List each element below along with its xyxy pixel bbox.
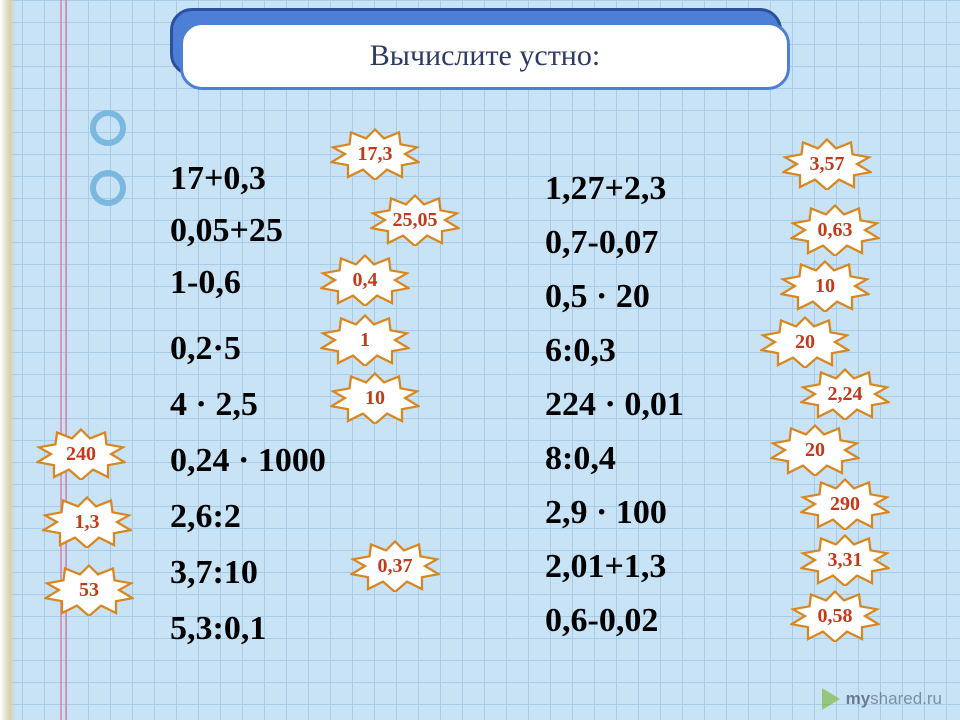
ring-decoration <box>90 110 126 146</box>
answer-starburst: 0,58 <box>790 590 880 642</box>
answer-value: 10 <box>365 387 385 410</box>
answer-starburst: 10 <box>330 372 420 424</box>
problem-expression: 0,7-0,07 <box>545 224 658 262</box>
problem-expression: 17+0,3 <box>170 160 266 198</box>
answer-value: 3,57 <box>810 153 845 176</box>
problem-expression: 1,27+2,3 <box>545 170 666 208</box>
answer-starburst: 0,4 <box>320 254 410 306</box>
answer-value: 2,24 <box>828 383 863 406</box>
answer-value: 0,58 <box>818 605 853 628</box>
problem-expression: 2,01+1,3 <box>545 548 666 586</box>
problem-expression: 6:0,3 <box>545 332 616 370</box>
answer-value: 10 <box>815 275 835 298</box>
problem-expression: 0,2·5 <box>170 330 241 368</box>
play-icon <box>822 688 840 710</box>
answer-starburst: 290 <box>800 478 890 530</box>
answer-starburst: 3,31 <box>800 534 890 586</box>
answer-starburst: 53 <box>44 564 134 616</box>
answer-value: 53 <box>79 579 99 602</box>
answer-starburst: 240 <box>36 428 126 480</box>
problem-expression: 0,5 · 20 <box>545 278 650 316</box>
problem-expression: 2,6:2 <box>170 498 241 536</box>
problem-expression: 0,24 · 1000 <box>170 442 326 480</box>
answer-value: 0,37 <box>378 555 413 578</box>
answer-value: 1 <box>360 329 370 352</box>
answer-starburst: 3,57 <box>782 138 872 190</box>
answer-value: 3,31 <box>828 549 863 572</box>
answer-starburst: 2,24 <box>800 368 890 420</box>
answer-value: 17,3 <box>358 143 393 166</box>
answer-starburst: 20 <box>770 424 860 476</box>
problem-expression: 4 · 2,5 <box>170 386 258 424</box>
answer-value: 20 <box>795 331 815 354</box>
answer-value: 20 <box>805 439 825 462</box>
answer-starburst: 1,3 <box>42 496 132 548</box>
answer-starburst: 10 <box>780 260 870 312</box>
title-banner: Вычислите устно: <box>170 8 790 94</box>
answer-starburst: 25,05 <box>370 194 460 246</box>
title-front-layer: Вычислите устно: <box>180 22 790 90</box>
ring-decoration <box>90 170 126 206</box>
watermark: myshared.ru <box>822 688 942 710</box>
answer-value: 0,63 <box>818 219 853 242</box>
problem-expression: 2,9 · 100 <box>545 494 667 532</box>
problem-expression: 5,3:0,1 <box>170 610 266 648</box>
answer-starburst: 20 <box>760 316 850 368</box>
answer-value: 290 <box>830 493 860 516</box>
problem-expression: 1-0,6 <box>170 264 241 302</box>
answer-starburst: 0,37 <box>350 540 440 592</box>
answer-starburst: 1 <box>320 314 410 366</box>
answer-value: 25,05 <box>393 209 438 232</box>
answer-starburst: 0,63 <box>790 204 880 256</box>
problem-expression: 0,05+25 <box>170 212 283 250</box>
answer-starburst: 17,3 <box>330 128 420 180</box>
watermark-text: myshared.ru <box>846 689 942 709</box>
problem-expression: 224 · 0,01 <box>545 386 684 424</box>
paper-edge <box>0 0 16 720</box>
problem-expression: 3,7:10 <box>170 554 258 592</box>
problem-expression: 0,6-0,02 <box>545 602 658 640</box>
answer-value: 1,3 <box>75 511 100 534</box>
slide-page: Вычислите устно: 17+0,3 0,05+25 1-0,6 0,2·5… <box>0 0 960 720</box>
problem-expression: 8:0,4 <box>545 440 616 478</box>
answer-value: 240 <box>66 443 96 466</box>
answer-value: 0,4 <box>353 269 378 292</box>
page-title: Вычислите устно: <box>370 39 600 73</box>
